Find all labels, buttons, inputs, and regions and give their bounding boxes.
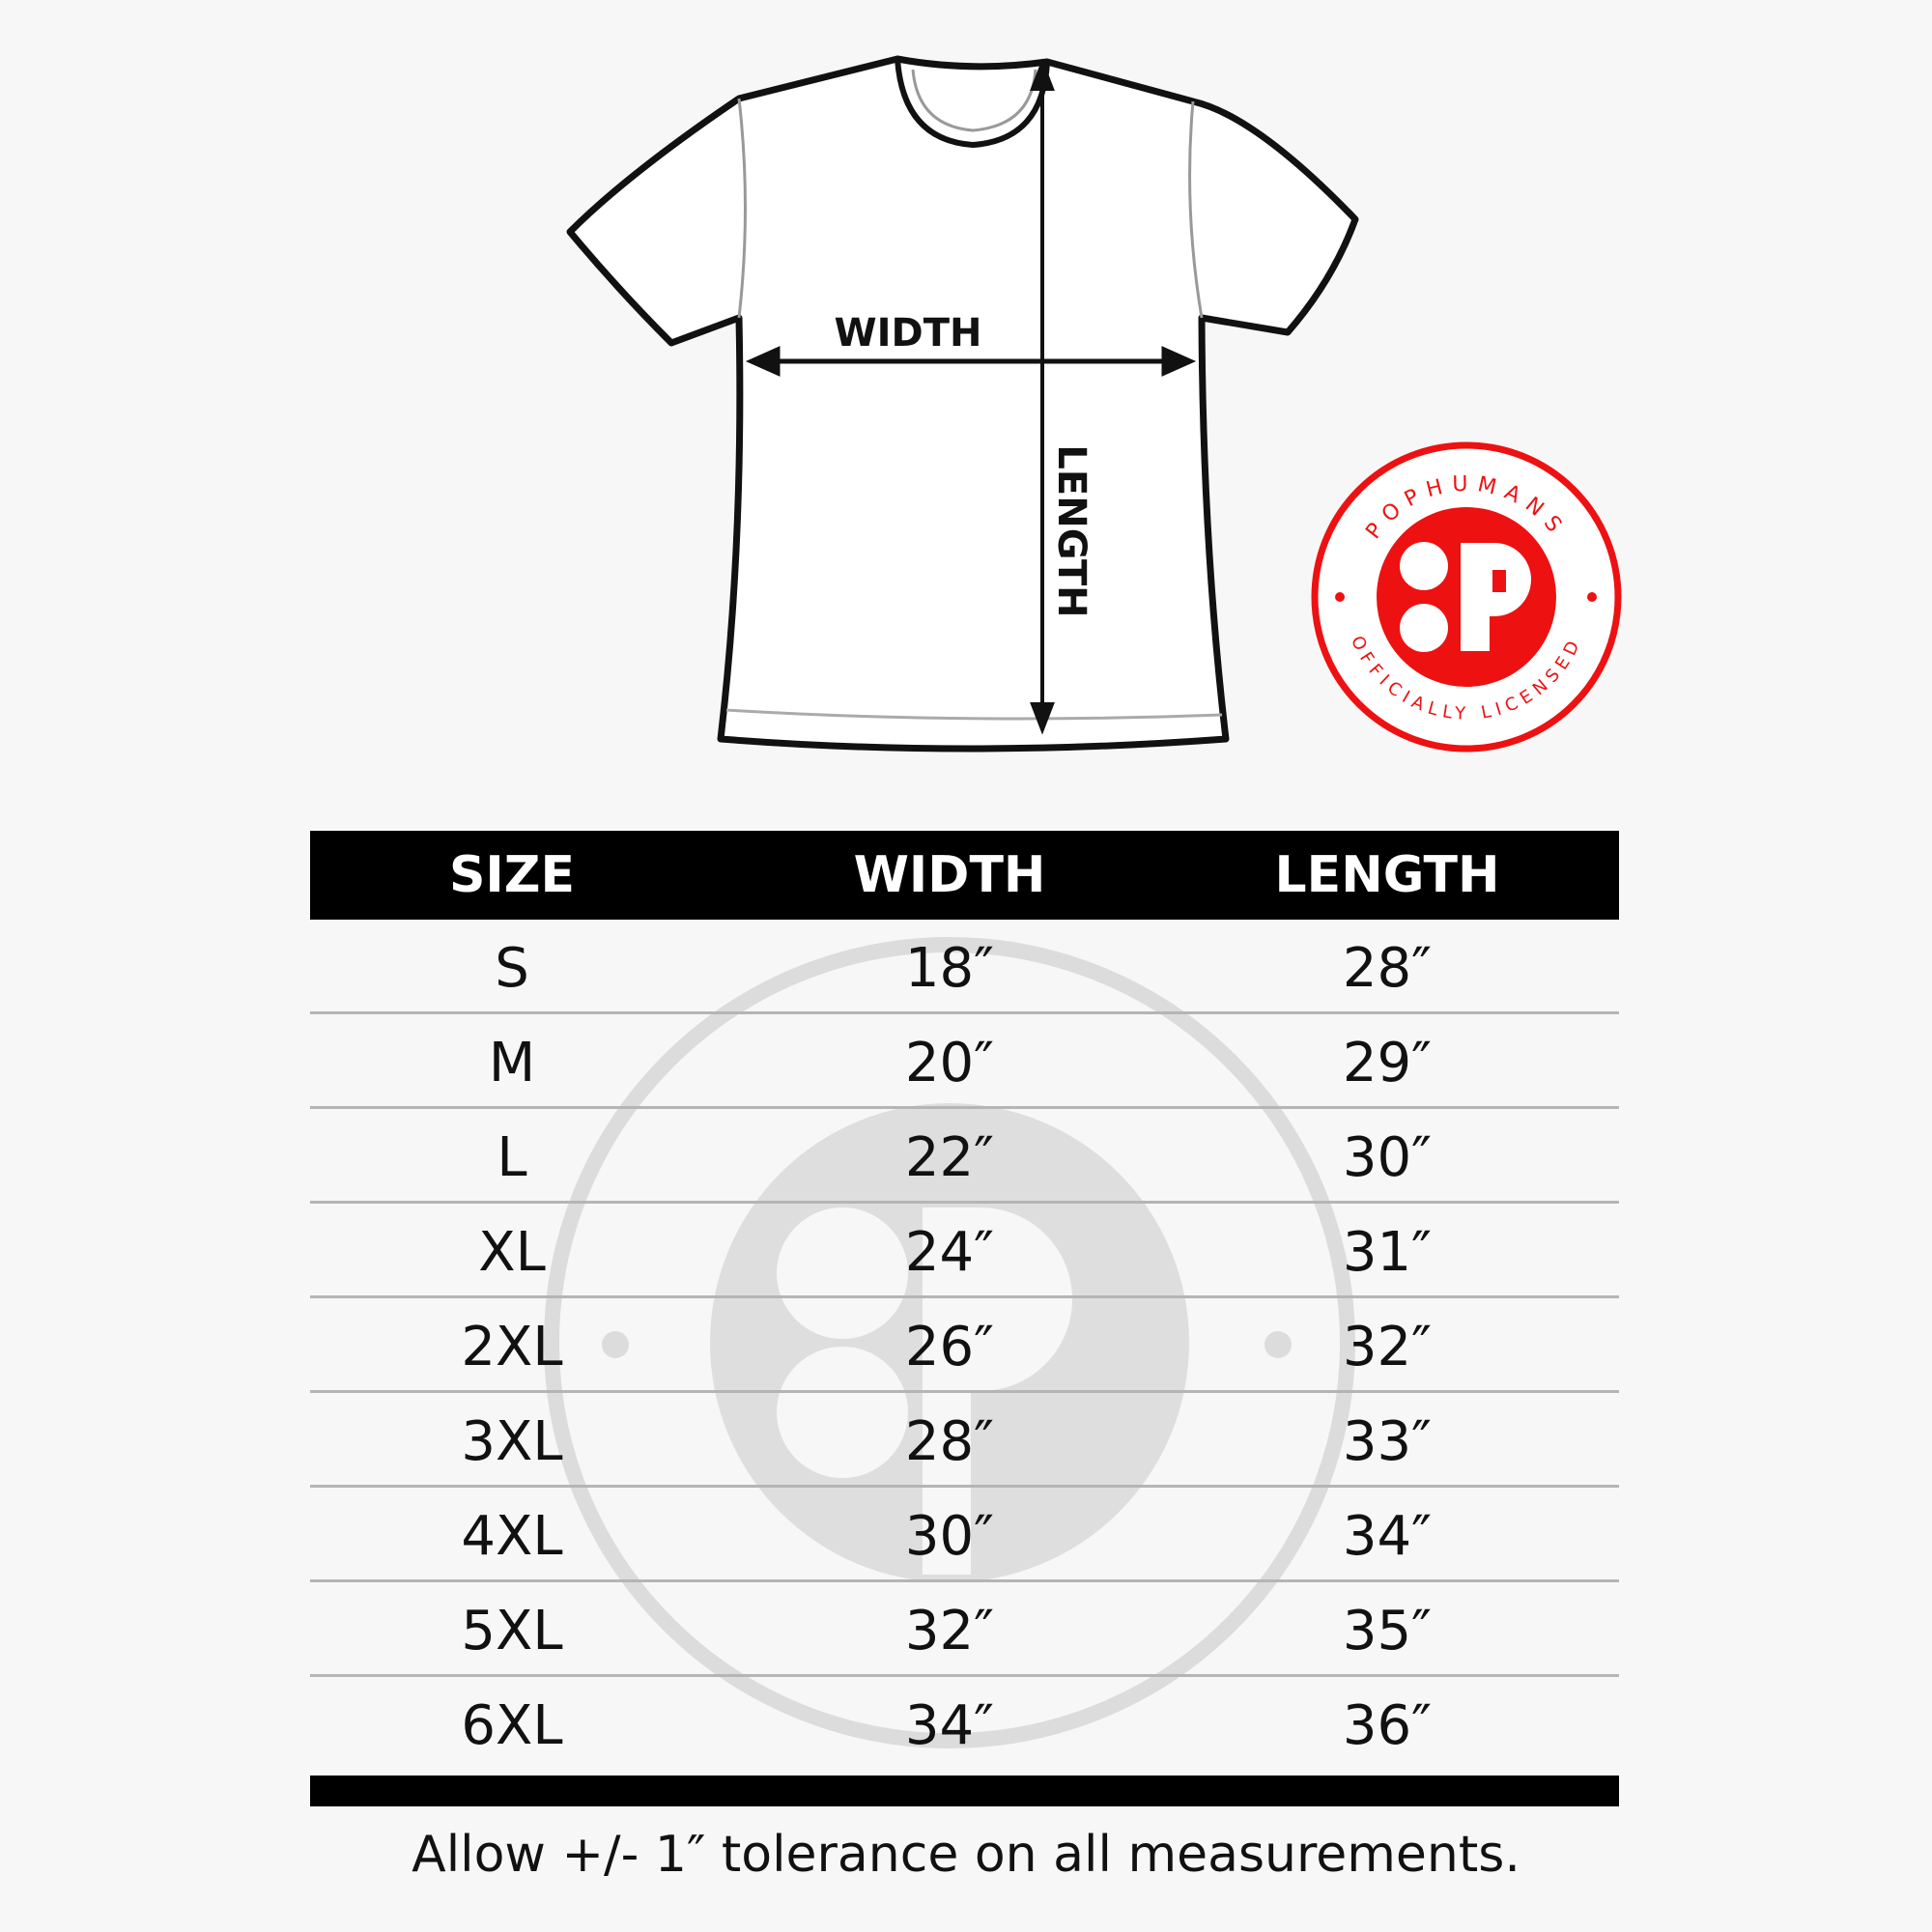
- cell-size: L: [497, 1126, 527, 1189]
- tolerance-note: Allow +/- 1″ tolerance on all measuremen…: [412, 1826, 1520, 1884]
- cell-width: 20″: [904, 1032, 995, 1094]
- length-label: LENGTH: [1049, 444, 1094, 617]
- cell-size: 3XL: [461, 1410, 563, 1473]
- cell-length: 31″: [1342, 1221, 1433, 1284]
- header-size: SIZE: [448, 846, 576, 904]
- header-length: LENGTH: [1274, 846, 1500, 904]
- cell-width: 24″: [904, 1221, 995, 1284]
- table-header: SIZE WIDTH LENGTH: [310, 831, 1619, 920]
- table-row: S 18″ 28″: [310, 920, 1619, 1014]
- tshirt-diagram: WIDTH LENGTH POPHUMANS OFFICIALLY LICENS…: [566, 55, 1622, 753]
- header-width: WIDTH: [853, 846, 1046, 904]
- cell-size: 4XL: [461, 1505, 563, 1568]
- table-row: L 22″ 30″: [310, 1109, 1619, 1204]
- cell-width: 22″: [904, 1126, 995, 1189]
- table-row: XL 24″ 31″: [310, 1204, 1619, 1298]
- cell-size: M: [488, 1032, 536, 1094]
- pophumans-badge-logo: POPHUMANS OFFICIALLY LICENSED: [1311, 441, 1622, 753]
- cell-width: 28″: [904, 1410, 995, 1473]
- cell-width: 32″: [904, 1600, 995, 1662]
- table-row: 4XL 30″ 34″: [310, 1488, 1619, 1582]
- table-row: 2XL 26″ 32″: [310, 1298, 1619, 1393]
- width-label: WIDTH: [835, 311, 982, 355]
- cell-size: 5XL: [461, 1600, 563, 1662]
- cell-length: 30″: [1342, 1126, 1433, 1189]
- cell-length: 32″: [1342, 1316, 1433, 1378]
- cell-length: 34″: [1342, 1505, 1433, 1568]
- table-row: 5XL 32″ 35″: [310, 1582, 1619, 1677]
- table-row: 3XL 28″ 33″: [310, 1393, 1619, 1488]
- table-row: M 20″ 29″: [310, 1014, 1619, 1109]
- cell-width: 34″: [904, 1694, 995, 1757]
- length-arrow: [1030, 58, 1055, 735]
- cell-length: 36″: [1342, 1694, 1433, 1757]
- cell-width: 30″: [904, 1505, 995, 1568]
- table-row: 6XL 34″ 36″: [310, 1677, 1619, 1772]
- table-bottom-bar: [310, 1776, 1619, 1806]
- cell-length: 35″: [1342, 1600, 1433, 1662]
- table-body: S 18″ 28″ M 20″ 29″ L 22″ 30″ XL 24″ 31″ 2XL 26″ 32″ 3X…: [310, 920, 1619, 1772]
- cell-length: 33″: [1342, 1410, 1433, 1473]
- width-arrow: [745, 346, 1197, 377]
- tshirt-outline: [566, 55, 1359, 753]
- cell-width: 26″: [904, 1316, 995, 1378]
- cell-size: 6XL: [461, 1694, 563, 1757]
- cell-width: 18″: [904, 937, 995, 1000]
- cell-size: S: [495, 937, 529, 1000]
- cell-size: 2XL: [461, 1316, 563, 1378]
- cell-length: 29″: [1342, 1032, 1433, 1094]
- size-chart-table: SIZE WIDTH LENGTH S 18″ 28″ M 20″ 29″ L 22″ 30″ X…: [310, 831, 1619, 1806]
- cell-size: XL: [478, 1221, 546, 1284]
- cell-length: 28″: [1342, 937, 1433, 1000]
